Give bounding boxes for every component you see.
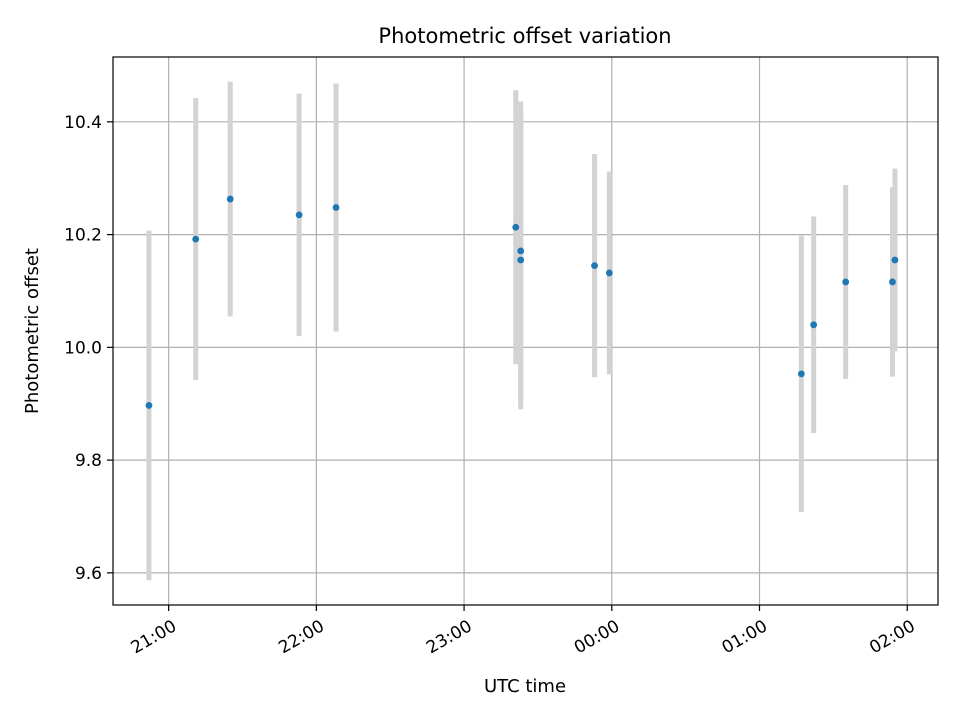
- data-point: [226, 195, 234, 203]
- data-point: [891, 256, 899, 264]
- chart-title: Photometric offset variation: [378, 24, 671, 48]
- data-point: [145, 402, 153, 409]
- data-point: [842, 278, 850, 286]
- data-point: [295, 211, 303, 219]
- data-point: [810, 321, 818, 329]
- data-point: [605, 269, 613, 277]
- y-axis-ticks: 9.6 9.8 10.0 10.2 10.4: [64, 113, 113, 584]
- data-point: [517, 247, 525, 255]
- x-axis-label: UTC time: [484, 676, 566, 697]
- y-tick-label: 10.4: [64, 113, 102, 133]
- data-point: [889, 278, 896, 286]
- data-point: [332, 204, 340, 211]
- y-tick-label: 10.2: [64, 226, 102, 246]
- y-tick-label: 10.0: [64, 338, 102, 358]
- plot-frame: [112, 56, 939, 606]
- y-tick-label: 9.8: [75, 451, 102, 471]
- data-points: [145, 195, 899, 409]
- grid-lines: [113, 57, 938, 605]
- data-point: [517, 256, 525, 264]
- data-point: [512, 223, 520, 231]
- data-point: [591, 262, 598, 270]
- y-tick-label: 9.6: [75, 564, 102, 584]
- data-point: [192, 235, 200, 243]
- data-point: [797, 370, 805, 378]
- y-axis-label: Photometric offset: [22, 248, 43, 414]
